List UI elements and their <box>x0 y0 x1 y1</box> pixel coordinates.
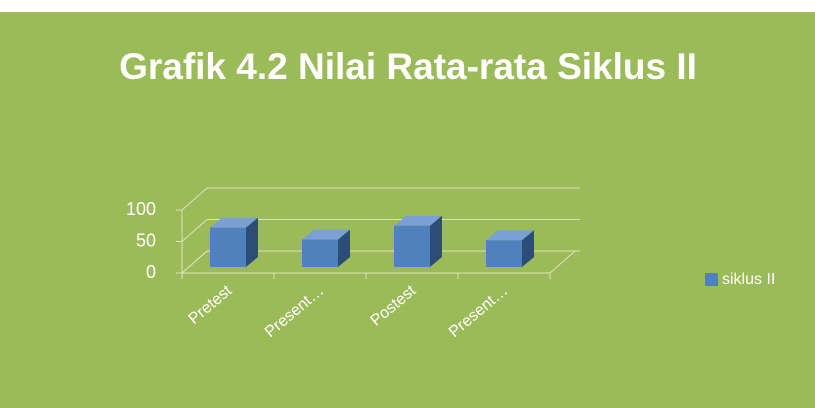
grid-line <box>181 250 208 274</box>
bar <box>394 215 442 267</box>
bar-top <box>394 215 442 226</box>
legend-label: siklus II <box>722 271 775 288</box>
bar-top <box>302 229 350 240</box>
bar <box>302 229 350 267</box>
x-tick-label: Present… <box>446 282 511 341</box>
x-tick-label: Postest <box>367 282 419 330</box>
grid-line <box>181 187 208 211</box>
bar-front <box>210 227 246 267</box>
bar-side <box>246 217 258 267</box>
bar-side <box>522 230 534 267</box>
bar-side <box>338 229 350 267</box>
chart-title: Grafik 4.2 Nilai Rata-rata Siklus II <box>119 46 697 87</box>
y-tick-label: 0 <box>146 262 156 282</box>
bar <box>210 217 258 267</box>
x-tick-label: Present… <box>262 282 327 341</box>
bar-top <box>210 217 258 228</box>
grid-line <box>181 219 208 242</box>
legend-swatch <box>705 273 718 286</box>
bar-front <box>302 239 338 267</box>
chart-background <box>0 12 815 408</box>
x-tick-label: Pretest <box>186 282 236 328</box>
bar-front <box>486 240 522 267</box>
bar-side <box>430 215 442 267</box>
y-tick-label: 50 <box>136 230 156 250</box>
bar-top <box>486 230 534 241</box>
y-tick-label: 100 <box>126 199 156 219</box>
bar-front <box>394 225 430 267</box>
bar <box>486 230 534 267</box>
